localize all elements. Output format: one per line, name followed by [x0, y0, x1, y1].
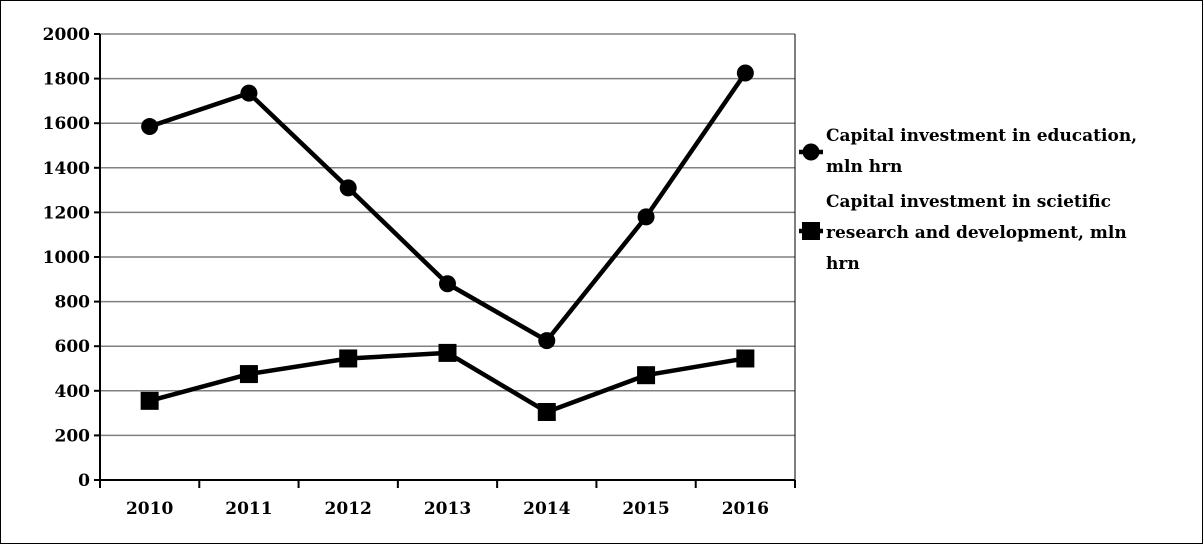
y-tick-label: 400: [55, 382, 91, 402]
data-point: [736, 64, 754, 82]
data-point: [538, 332, 556, 350]
y-tick-label: 1200: [43, 203, 90, 223]
data-point: [240, 84, 258, 102]
y-tick-label: 1600: [43, 114, 90, 134]
x-tick-label: 2014: [523, 499, 570, 519]
y-tick-label: 1800: [43, 70, 90, 90]
data-point: [736, 349, 755, 368]
x-tick-label: 2015: [622, 499, 669, 519]
legend-marker: [802, 143, 820, 161]
y-tick-label: 600: [55, 337, 91, 357]
legend-label: Capital investment in education,: [826, 126, 1137, 146]
y-tick-label: 800: [55, 293, 91, 313]
data-point: [239, 365, 258, 384]
data-point: [141, 118, 159, 136]
legend-label: mln hrn: [826, 157, 902, 177]
y-ticks: 0 200 400 600 800 1000 1200 1400 1600 1800 2000: [43, 25, 100, 491]
y-tick-label: 200: [55, 426, 91, 446]
data-point: [339, 179, 357, 197]
x-tick-label: 2012: [325, 499, 372, 519]
x-tick-label: 2011: [225, 499, 272, 519]
series-2: [140, 343, 755, 421]
legend-label: research and development, mln: [826, 223, 1127, 243]
data-point: [537, 402, 556, 421]
series-group: [140, 64, 755, 421]
y-tick-label: 2000: [43, 25, 90, 45]
data-point: [140, 391, 159, 410]
legend: Capital investment in education,mln hrnC…: [799, 126, 1137, 274]
y-tick-label: 0: [78, 471, 90, 491]
data-point: [339, 349, 358, 368]
series-line: [148, 71, 748, 343]
data-point: [637, 366, 656, 385]
x-tick-label: 2013: [424, 499, 471, 519]
gridlines: [100, 33, 795, 437]
legend-label: Capital investment in scietific: [826, 192, 1111, 212]
series-1: [141, 64, 754, 350]
legend-marker: [802, 222, 820, 240]
legend-entry-1: Capital investment in education, mln hrn: [799, 126, 1137, 177]
data-point: [438, 343, 457, 362]
x-tick-label: 2010: [126, 499, 173, 519]
data-point: [637, 208, 655, 226]
y-tick-label: 1400: [43, 159, 90, 179]
data-point: [439, 275, 456, 293]
x-ticks: 2010 2011 2012 2013 2014 2015 2016: [99, 480, 796, 519]
legend-entry-2: Capital investment in scietific research …: [799, 192, 1127, 274]
legend-label: hrn: [826, 254, 860, 274]
x-tick-label: 2016: [722, 499, 769, 519]
y-tick-label: 1000: [43, 248, 90, 268]
